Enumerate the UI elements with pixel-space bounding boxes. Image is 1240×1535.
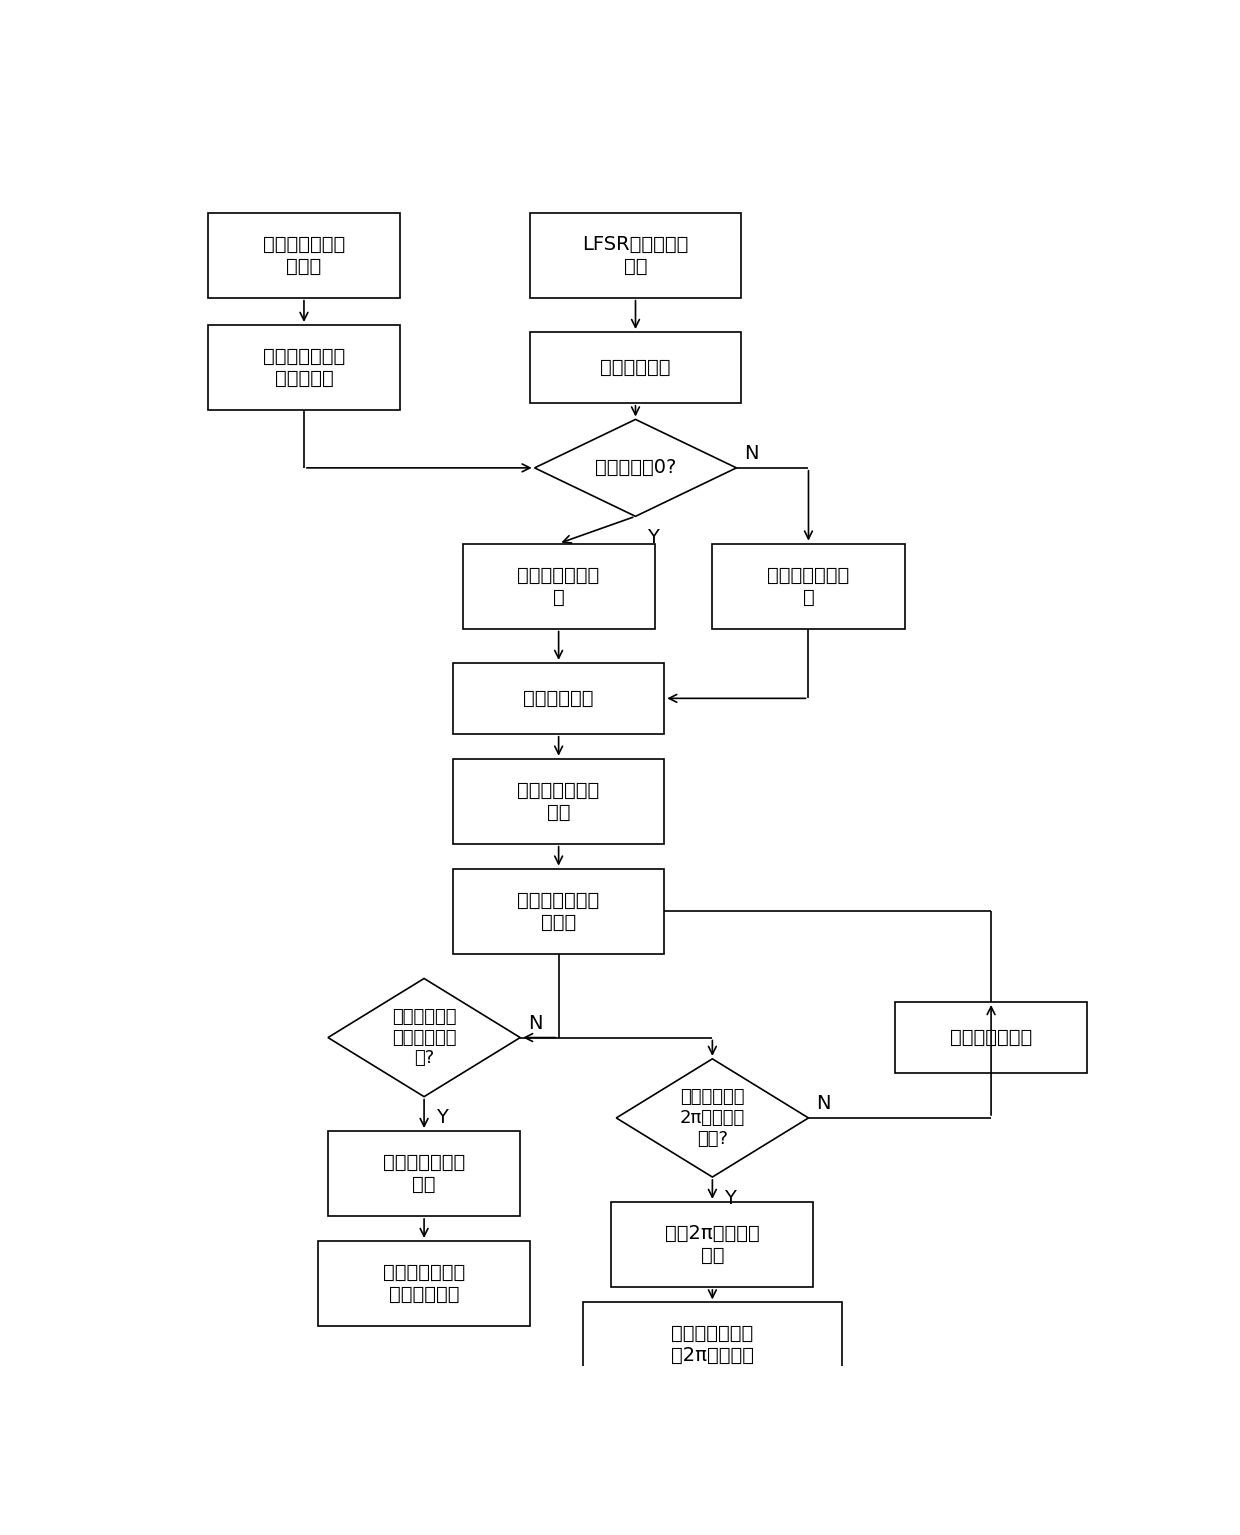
Text: N: N bbox=[528, 1015, 542, 1033]
Text: 十六态调制状态
存储器: 十六态调制状态 存储器 bbox=[263, 235, 345, 276]
Text: 生成角速率解调
标志: 生成角速率解调 标志 bbox=[383, 1153, 465, 1194]
Bar bbox=[611, 1202, 813, 1286]
Bar bbox=[208, 212, 401, 298]
Bar bbox=[529, 212, 742, 298]
Text: N: N bbox=[816, 1094, 831, 1113]
Text: 生成2π电压解调
标志: 生成2π电压解调 标志 bbox=[665, 1223, 760, 1265]
Text: 相位是否满足
角速率解调要
求?: 相位是否满足 角速率解调要 求? bbox=[392, 1008, 456, 1067]
Text: 调制状态逆向转
移: 调制状态逆向转 移 bbox=[768, 565, 849, 606]
Text: 不产生解调标志: 不产生解调标志 bbox=[950, 1028, 1032, 1047]
Text: Y: Y bbox=[724, 1188, 735, 1208]
Text: Y: Y bbox=[435, 1108, 448, 1127]
Bar bbox=[319, 1240, 529, 1326]
Text: 调制状态输出: 调制状态输出 bbox=[523, 689, 594, 708]
Bar bbox=[463, 543, 655, 629]
Bar bbox=[583, 1302, 842, 1388]
Polygon shape bbox=[534, 419, 737, 516]
Bar bbox=[529, 332, 742, 402]
Text: 根据解调标志完
成角速率解调: 根据解调标志完 成角速率解调 bbox=[383, 1263, 465, 1303]
Text: 生成随机调制四
态相位: 生成随机调制四 态相位 bbox=[517, 890, 600, 932]
Bar bbox=[208, 325, 401, 410]
Text: N: N bbox=[744, 444, 759, 464]
Text: 伪随机数序列: 伪随机数序列 bbox=[600, 358, 671, 378]
Polygon shape bbox=[327, 978, 521, 1096]
Bar bbox=[327, 1131, 521, 1216]
Text: Y: Y bbox=[647, 528, 658, 546]
Bar bbox=[453, 758, 665, 844]
Text: 根据解调标志完
成2π电压解调: 根据解调标志完 成2π电压解调 bbox=[671, 1325, 754, 1365]
Bar bbox=[713, 543, 905, 629]
Bar bbox=[453, 663, 665, 734]
Text: 相位是否满足
2π电压解调
要求?: 相位是否满足 2π电压解调 要求? bbox=[680, 1088, 745, 1148]
Bar bbox=[453, 869, 665, 953]
Text: 伪随机数为0?: 伪随机数为0? bbox=[595, 459, 676, 477]
Text: LFSR伪随机数发
生器: LFSR伪随机数发 生器 bbox=[583, 235, 688, 276]
Text: 调制状态前向转
移: 调制状态前向转 移 bbox=[517, 565, 600, 606]
Text: 建立调制状态延
时器: 建立调制状态延 时器 bbox=[517, 781, 600, 821]
Text: 调制状态一步状
态转移矩阵: 调制状态一步状 态转移矩阵 bbox=[263, 347, 345, 388]
Bar bbox=[895, 1002, 1087, 1073]
Polygon shape bbox=[616, 1059, 808, 1177]
